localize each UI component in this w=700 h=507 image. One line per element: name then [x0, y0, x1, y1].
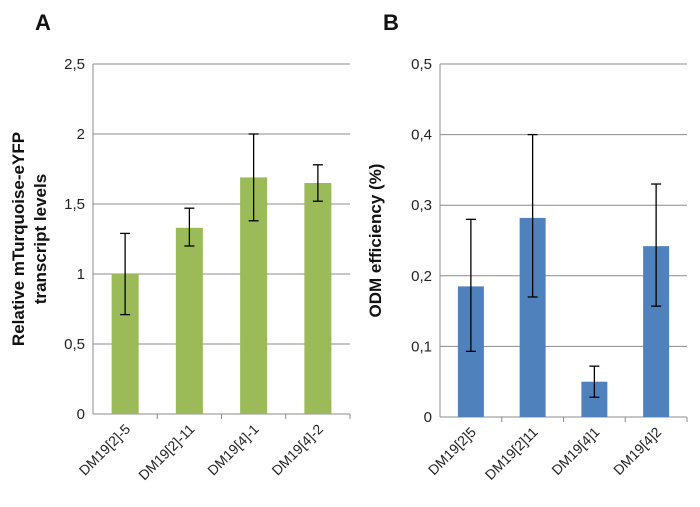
y-tick-label: 0: [424, 409, 432, 426]
y-axis-title: ODM efficiency (%): [366, 164, 385, 318]
y-tick-label: 0,2: [411, 268, 432, 285]
panel-a-label: A: [35, 10, 51, 35]
panel-b-label: B: [383, 10, 399, 35]
chart-panel-a: 0 0,5 1 1,5 2 2,5 DM19[2]-5 DM19[2]-11 DM19[4]-1…: [9, 56, 351, 483]
x-tick-label: DM19[2]-11: [135, 421, 197, 483]
y-tick-label: 0,4: [411, 127, 432, 144]
x-tick-label: DM19[4]2: [610, 424, 664, 478]
x-tick-label: DM19[4]-2: [268, 421, 326, 479]
y-tick-label: 0,3: [411, 197, 432, 214]
x-tick-label: DM19[2]-5: [76, 421, 134, 479]
y-tick-label: 0,1: [411, 338, 432, 355]
y-tick-label: 2,5: [64, 56, 85, 73]
bar: [304, 183, 332, 414]
y-tick-label: 2: [77, 126, 85, 143]
y-tick-label: 0: [77, 406, 85, 423]
x-tick-label: DM19[4]-1: [204, 421, 262, 479]
y-tick-label: 0,5: [64, 336, 85, 353]
y-axis-title: Relative mTurquoise-eYFP: [9, 132, 28, 346]
y-tick-label: 1: [77, 266, 85, 283]
bar: [175, 227, 203, 414]
x-tick-label: DM19[2]5: [425, 424, 479, 478]
x-tick-label: DM19[4]1: [548, 424, 602, 478]
x-tick-label: DM19[2]11: [482, 424, 541, 483]
y-tick-label: 0,5: [411, 56, 432, 73]
y-axis-title: transcript levels: [31, 174, 50, 304]
y-tick-label: 1,5: [64, 196, 85, 213]
